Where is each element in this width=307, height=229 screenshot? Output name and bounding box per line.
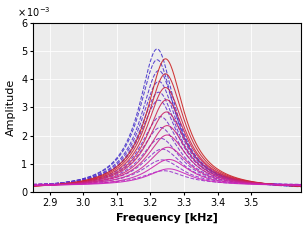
X-axis label: Frequency [kHz]: Frequency [kHz] <box>116 213 218 224</box>
Y-axis label: Amplitude: Amplitude <box>6 79 16 136</box>
Text: $\times\,10^{-3}$: $\times\,10^{-3}$ <box>17 6 51 19</box>
